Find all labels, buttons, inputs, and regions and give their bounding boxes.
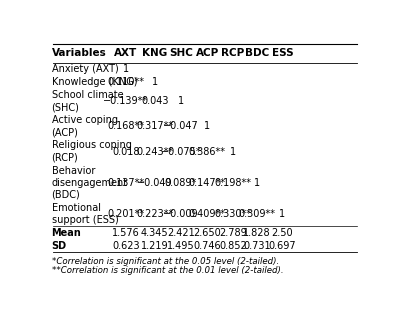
Text: 0.089*: 0.089* (165, 178, 197, 188)
Text: **Correlation is significant at the 0.01 level (2-tailed).: **Correlation is significant at the 0.01… (52, 267, 283, 275)
Text: 0.168**: 0.168** (108, 121, 144, 131)
Text: −0.009: −0.009 (163, 209, 199, 219)
Text: Emotional: Emotional (52, 203, 100, 213)
Text: (BDC): (BDC) (52, 190, 80, 200)
Text: Religious coping: Religious coping (52, 141, 132, 150)
Text: 1: 1 (178, 96, 184, 106)
Text: Variables: Variables (52, 48, 106, 58)
Text: 1: 1 (204, 121, 210, 131)
Text: ESS: ESS (272, 48, 293, 58)
Text: 2.421: 2.421 (167, 228, 195, 238)
Text: ACP: ACP (196, 48, 219, 58)
Text: Anxiety (AXT): Anxiety (AXT) (52, 64, 118, 74)
Text: 4.345: 4.345 (141, 228, 168, 238)
Text: 0.330**: 0.330** (214, 209, 251, 219)
Text: KNG: KNG (142, 48, 168, 58)
Text: BDC: BDC (245, 48, 269, 58)
Text: 0.243**: 0.243** (136, 146, 173, 157)
Text: −0.139**: −0.139** (103, 96, 148, 106)
Text: (RCP): (RCP) (52, 153, 78, 163)
Text: 2.789: 2.789 (219, 228, 247, 238)
Text: 1.219: 1.219 (141, 241, 168, 251)
Text: 0.309**: 0.309** (238, 209, 276, 219)
Text: AXT: AXT (114, 48, 138, 58)
Text: School climate: School climate (52, 90, 123, 100)
Text: 0.386**: 0.386** (189, 146, 226, 157)
Text: 0.746: 0.746 (193, 241, 221, 251)
Text: 2.650: 2.650 (193, 228, 221, 238)
Text: 0.317**: 0.317** (136, 121, 173, 131)
Text: SHC: SHC (169, 48, 193, 58)
Text: (ACP): (ACP) (52, 128, 78, 137)
Text: −0.049: −0.049 (137, 178, 172, 188)
Text: RCP: RCP (221, 48, 244, 58)
Text: 0.697: 0.697 (269, 241, 296, 251)
Text: 1.576: 1.576 (112, 228, 140, 238)
Text: 0.147**: 0.147** (189, 178, 226, 188)
Text: Active coping: Active coping (52, 115, 118, 125)
Text: 1: 1 (280, 209, 286, 219)
Text: 1: 1 (254, 178, 260, 188)
Text: −0.075*: −0.075* (160, 146, 201, 157)
Text: Behavior: Behavior (52, 166, 95, 176)
Text: Knowledge (KNG): Knowledge (KNG) (52, 77, 137, 87)
Text: 0.043: 0.043 (141, 96, 168, 106)
Text: 1: 1 (123, 64, 129, 74)
Text: Mean: Mean (52, 228, 81, 238)
Text: 0.201**: 0.201** (107, 209, 144, 219)
Text: support (ESS): support (ESS) (52, 215, 118, 225)
Text: 0.223**: 0.223** (136, 209, 174, 219)
Text: 1.828: 1.828 (243, 228, 271, 238)
Text: (SHC): (SHC) (52, 102, 80, 112)
Text: *Correlation is significant at the 0.05 level (2-tailed).: *Correlation is significant at the 0.05 … (52, 257, 279, 266)
Text: 2.50: 2.50 (272, 228, 293, 238)
Text: disengagement: disengagement (52, 178, 128, 188)
Text: 0.623: 0.623 (112, 241, 140, 251)
Text: 1: 1 (230, 146, 236, 157)
Text: 1.495: 1.495 (167, 241, 195, 251)
Text: −0.047: −0.047 (163, 121, 199, 131)
Text: SD: SD (52, 241, 67, 251)
Text: 0.018: 0.018 (112, 146, 140, 157)
Text: 0.409**: 0.409** (189, 209, 226, 219)
Text: 0.110**: 0.110** (108, 77, 144, 87)
Text: 0.137**: 0.137** (107, 178, 144, 188)
Text: 0.731: 0.731 (243, 241, 271, 251)
Text: 1: 1 (152, 77, 158, 87)
Text: 0.852: 0.852 (219, 241, 247, 251)
Text: 0.198**: 0.198** (214, 178, 251, 188)
